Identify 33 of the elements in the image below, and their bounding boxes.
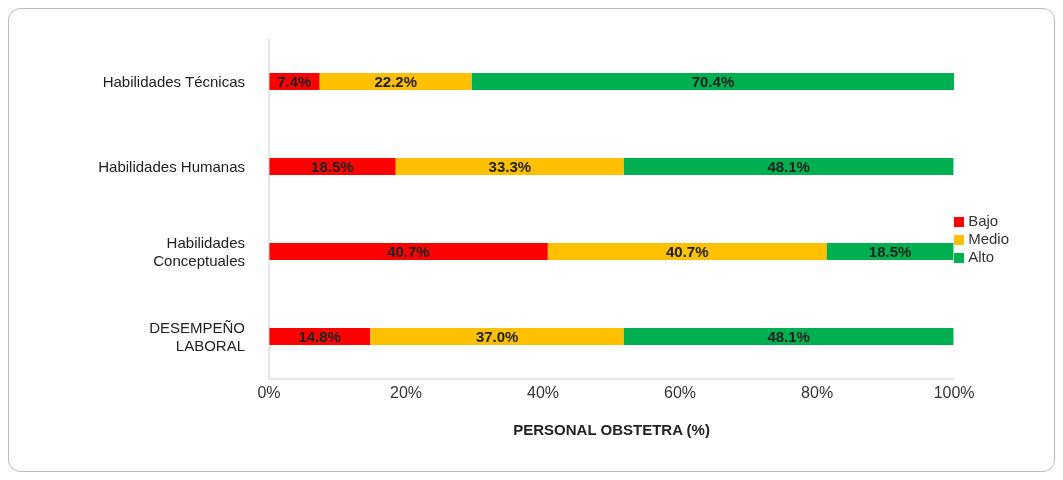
data-label: 18.5%: [311, 157, 354, 175]
data-label: 7.4%: [277, 72, 312, 90]
bar: [623, 158, 954, 175]
x-axis-title: PERSONAL OBSTETRA (%): [513, 421, 710, 438]
y-tick-label: Habilidades Conceptuales: [153, 233, 245, 269]
data-label: 48.1%: [767, 157, 810, 175]
data-label: 70.4%: [691, 72, 735, 90]
bar: [547, 243, 827, 260]
y-tick-label: Habilidades Humanas: [98, 157, 245, 175]
x-tick-label: 100%: [933, 384, 975, 402]
x-tick-label: 80%: [801, 384, 834, 402]
bar: [370, 328, 624, 345]
bar: [471, 73, 955, 90]
y-tick-label: Habilidades Técnicas: [102, 72, 245, 90]
x-tick-label: 60%: [664, 384, 697, 402]
legend-label: Bajo: [968, 212, 999, 229]
x-tick-label: 0%: [257, 384, 281, 402]
bar: [623, 328, 954, 345]
legend-label: Medio: [968, 230, 1009, 247]
x-tick-label: 20%: [390, 384, 423, 402]
data-label: 14.8%: [298, 327, 341, 345]
bar: [395, 158, 624, 175]
data-label: 40.7%: [666, 242, 709, 260]
data-label: 40.7%: [387, 242, 430, 260]
data-label: 37.0%: [475, 327, 519, 345]
x-tick-label: 40%: [527, 384, 560, 402]
data-label: 18.5%: [868, 242, 912, 260]
data-label: 48.1%: [767, 327, 810, 345]
bar: [269, 243, 548, 260]
legend-label: Alto: [968, 248, 994, 265]
data-label: 33.3%: [488, 157, 532, 175]
data-label: 22.2%: [374, 72, 418, 90]
y-tick-label: DESEMPEÑO LABORAL: [149, 318, 245, 354]
